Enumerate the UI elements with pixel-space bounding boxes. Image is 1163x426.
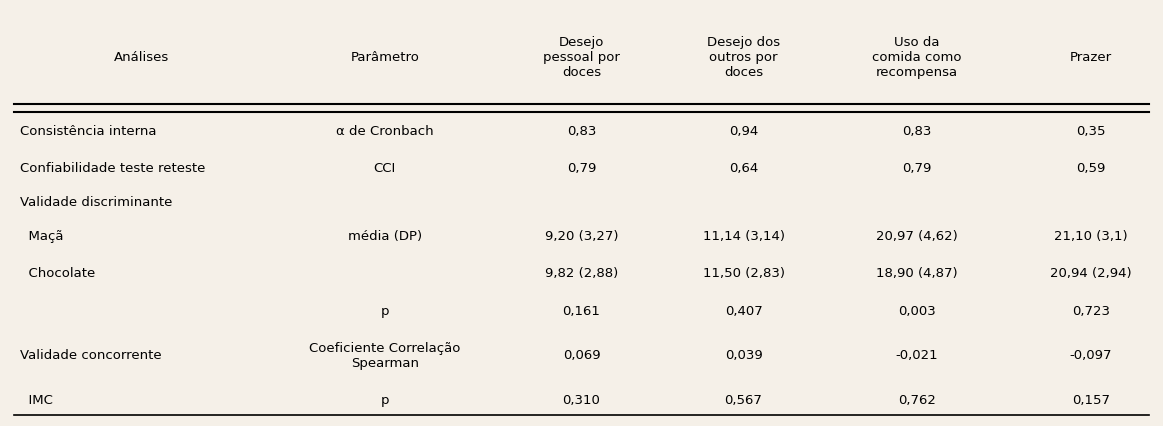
- Text: α de Cronbach: α de Cronbach: [336, 124, 434, 138]
- Text: 0,039: 0,039: [725, 349, 763, 363]
- Text: Coeficiente Correlação
Spearman: Coeficiente Correlação Spearman: [309, 342, 461, 370]
- Text: 0,003: 0,003: [898, 305, 936, 318]
- Text: 0,64: 0,64: [729, 162, 758, 176]
- Text: 0,79: 0,79: [566, 162, 597, 176]
- Text: 0,35: 0,35: [1076, 124, 1106, 138]
- Text: CCI: CCI: [373, 162, 395, 176]
- Text: Parâmetro: Parâmetro: [350, 51, 419, 64]
- Text: 0,310: 0,310: [563, 394, 600, 406]
- Text: 11,50 (2,83): 11,50 (2,83): [702, 268, 785, 280]
- Text: Prazer: Prazer: [1070, 51, 1112, 64]
- Text: Uso da
comida como
recompensa: Uso da comida como recompensa: [872, 36, 962, 79]
- Text: média (DP): média (DP): [348, 230, 422, 243]
- Text: -0,021: -0,021: [896, 349, 939, 363]
- Text: Chocolate: Chocolate: [20, 268, 95, 280]
- Text: 0,157: 0,157: [1072, 394, 1110, 406]
- Text: 0,567: 0,567: [725, 394, 763, 406]
- Text: p: p: [380, 305, 388, 318]
- Text: Consistência interna: Consistência interna: [20, 124, 157, 138]
- Text: Desejo
pessoal por
doces: Desejo pessoal por doces: [543, 36, 620, 79]
- Text: 0,762: 0,762: [898, 394, 936, 406]
- Text: Desejo dos
outros por
doces: Desejo dos outros por doces: [707, 36, 780, 79]
- Text: 9,20 (3,27): 9,20 (3,27): [544, 230, 619, 243]
- Text: 0,83: 0,83: [566, 124, 597, 138]
- Text: 0,83: 0,83: [902, 124, 932, 138]
- Text: 9,82 (2,88): 9,82 (2,88): [545, 268, 618, 280]
- Text: IMC: IMC: [20, 394, 53, 406]
- Text: 0,161: 0,161: [563, 305, 600, 318]
- Text: Validade discriminante: Validade discriminante: [20, 196, 172, 209]
- Text: 0,407: 0,407: [725, 305, 763, 318]
- Text: 20,97 (4,62): 20,97 (4,62): [876, 230, 958, 243]
- Text: Análises: Análises: [114, 51, 170, 64]
- Text: Validade concorrente: Validade concorrente: [20, 349, 162, 363]
- Text: -0,097: -0,097: [1070, 349, 1112, 363]
- Text: 0,069: 0,069: [563, 349, 600, 363]
- Text: Maçã: Maçã: [20, 230, 64, 243]
- Text: 18,90 (4,87): 18,90 (4,87): [877, 268, 958, 280]
- Text: p: p: [380, 394, 388, 406]
- Text: 0,94: 0,94: [729, 124, 758, 138]
- Text: Confiabilidade teste reteste: Confiabilidade teste reteste: [20, 162, 206, 176]
- Text: 21,10 (3,1): 21,10 (3,1): [1054, 230, 1128, 243]
- Text: 20,94 (2,94): 20,94 (2,94): [1050, 268, 1132, 280]
- Text: 0,59: 0,59: [1076, 162, 1106, 176]
- Text: 0,79: 0,79: [902, 162, 932, 176]
- Text: 11,14 (3,14): 11,14 (3,14): [702, 230, 785, 243]
- Text: 0,723: 0,723: [1072, 305, 1110, 318]
